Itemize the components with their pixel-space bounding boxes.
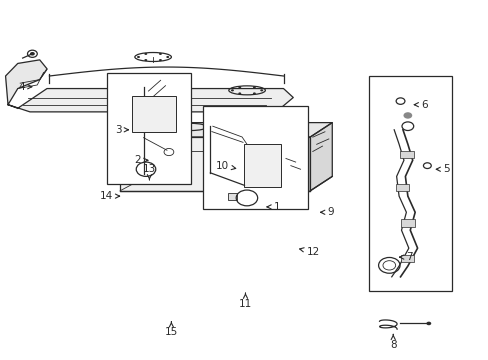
- Bar: [203, 107, 307, 209]
- Circle shape: [252, 93, 255, 95]
- Bar: [368, 76, 451, 291]
- Circle shape: [403, 112, 411, 119]
- Bar: [228, 193, 237, 200]
- Bar: [400, 255, 413, 262]
- Text: 3: 3: [115, 125, 128, 135]
- Circle shape: [30, 52, 35, 55]
- Text: 4: 4: [19, 82, 32, 92]
- Text: 8: 8: [389, 334, 396, 350]
- Circle shape: [144, 53, 147, 55]
- Bar: [107, 73, 190, 184]
- Text: 10: 10: [215, 161, 235, 171]
- Text: 5: 5: [435, 164, 449, 174]
- Text: 2: 2: [134, 155, 147, 165]
- Circle shape: [230, 89, 233, 91]
- Bar: [399, 151, 413, 158]
- Polygon shape: [310, 123, 331, 191]
- Text: 15: 15: [164, 322, 178, 337]
- Circle shape: [159, 53, 162, 55]
- Polygon shape: [5, 60, 47, 105]
- Polygon shape: [8, 89, 293, 112]
- Circle shape: [260, 89, 263, 91]
- Bar: [244, 144, 281, 187]
- Text: 14: 14: [100, 191, 119, 201]
- Bar: [395, 184, 408, 191]
- Circle shape: [159, 59, 162, 61]
- Text: 6: 6: [413, 100, 427, 110]
- Text: 7: 7: [399, 252, 412, 262]
- Circle shape: [144, 59, 147, 61]
- Bar: [132, 96, 176, 132]
- Circle shape: [238, 86, 241, 88]
- Text: 12: 12: [299, 247, 319, 257]
- Text: 1: 1: [266, 202, 280, 212]
- Bar: [400, 220, 414, 226]
- Polygon shape: [120, 137, 310, 191]
- Circle shape: [426, 321, 430, 325]
- Polygon shape: [120, 123, 331, 137]
- Circle shape: [137, 56, 140, 58]
- Circle shape: [252, 86, 255, 88]
- Text: 11: 11: [238, 293, 252, 309]
- Circle shape: [166, 56, 169, 58]
- Circle shape: [238, 93, 241, 95]
- Text: 9: 9: [320, 207, 333, 217]
- Text: 13: 13: [142, 164, 156, 180]
